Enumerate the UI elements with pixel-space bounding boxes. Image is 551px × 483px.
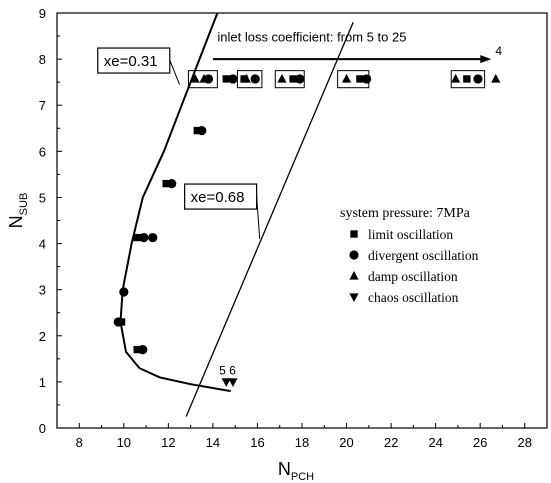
triangle-down-point [221,378,231,387]
x-tick-label: 8 [76,435,83,450]
y-tick-label: 4 [39,237,46,252]
legend-circle-marker [349,250,359,260]
inlet-loss-arrowhead [480,55,492,64]
y-tick-label: 2 [39,329,46,344]
circle-point [361,74,372,84]
triangle-up-point [241,73,251,83]
circle-point [167,179,177,189]
circle-point [250,74,260,84]
circle-point [148,232,158,243]
inlet-loss-annotation: inlet loss coefficient: from 5 to 25 [217,29,406,44]
triangle-up-point [491,73,501,83]
legend-title: system pressure: 7MPa [340,206,471,221]
group-box [187,70,218,89]
y-tick-label: 7 [39,98,46,113]
legend-entry-label: damp oscillation [368,269,458,284]
inlet-loss-end-label: 4 [495,44,502,58]
x-tick-label: 24 [428,435,442,450]
y-axis-label: NSUB [6,193,30,229]
curve-xe068 [185,21,354,417]
y-tick-label: 9 [39,6,46,21]
point-label-5-6: 5 6 [219,363,236,377]
x-tick-label: 26 [473,435,487,450]
circle-point [473,74,483,84]
y-tick-label: 5 [39,190,46,205]
legend-triangle-down-marker [349,293,359,303]
xe068-label-box [184,183,258,210]
x-tick-label: 22 [384,435,398,450]
x-tick-label: 12 [161,435,175,450]
square-point [356,75,364,83]
x-tick-label: 14 [206,435,220,450]
xe031-label: xe=0.31 [104,53,158,70]
square-point [463,75,471,83]
legend-entry-label: limit oscillation [368,227,453,242]
triangle-up-point [451,73,461,83]
square-point [133,233,141,242]
square-point [133,345,141,354]
square-point [162,179,170,188]
y-tick-label: 3 [39,283,46,298]
circle-point [197,125,207,136]
x-tick-label: 28 [517,435,531,450]
group-box [450,70,486,89]
y-tick-label: 0 [39,421,46,436]
circle-point [139,232,149,243]
circle-point [295,74,305,84]
x-tick-label: 20 [339,435,353,450]
x-axis-label: NPCH [278,459,314,483]
triangle-down-point [228,378,238,387]
xe068-label: xe=0.68 [191,189,245,206]
x-tick-label: 10 [117,435,131,450]
annotations-layer: inlet loss coefficient: from 5 to 25 4 5… [97,29,502,377]
legend-entry-label: chaos oscillation [368,290,459,305]
xe031-pointer-line [169,59,180,85]
legend-background [336,201,528,305]
circle-point [113,317,123,327]
x-tick-label: 16 [250,435,264,450]
points-layer [113,73,501,387]
legend-entry-label: divergent oscillation [368,248,479,263]
circle-point [228,74,238,84]
triangle-up-point [341,73,352,83]
circle-point [138,345,148,355]
square-point [289,75,297,83]
x-tick-label: 18 [295,435,309,450]
x-axis-label-sub: PCH [291,471,314,483]
square-point [222,75,230,83]
triangle-up-point [190,73,200,83]
legend-square-marker [350,230,358,238]
y-axis-label-sub: SUB [18,193,30,216]
x-axis-label-main: N [278,459,291,479]
triangle-up-point [199,73,209,83]
y-tick-label: 8 [39,52,46,67]
labels-layer: NPCH NSUB [6,193,314,483]
y-tick-label: 1 [39,375,46,390]
legend: system pressure: 7MPa limit oscillation d… [336,201,528,305]
legend-triangle-up-marker [349,270,359,280]
circle-point [119,287,129,297]
y-tick-label: 6 [39,144,46,159]
legend-entries: limit oscillation divergent oscillation da… [349,227,479,305]
triangle-up-point [277,73,287,83]
y-axis-label-main: N [6,215,26,228]
xe031-label-box [97,47,171,74]
